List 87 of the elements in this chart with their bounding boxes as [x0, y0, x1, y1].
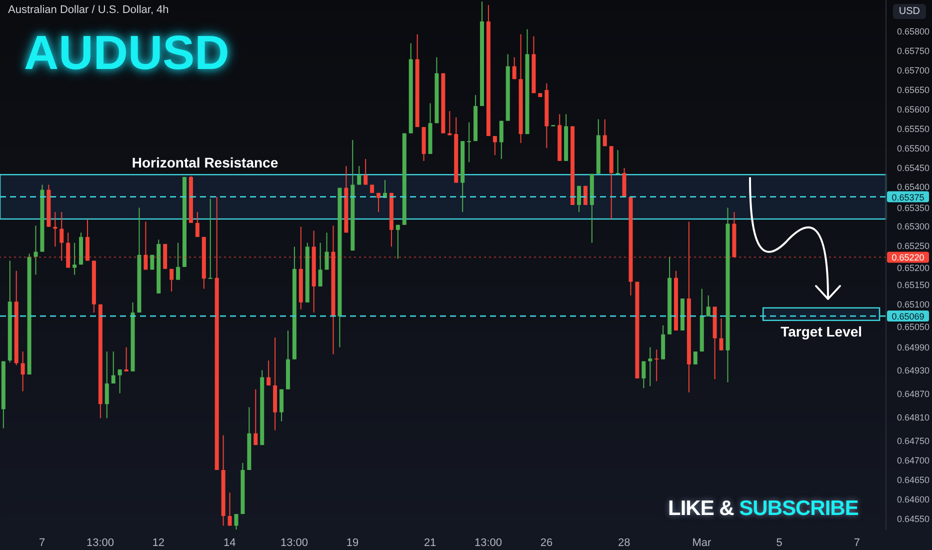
candlestick [318, 242, 322, 287]
candlestick [176, 242, 180, 280]
candlestick [124, 346, 128, 372]
y-tick-label: 0.65800 [897, 26, 930, 37]
y-tick-label: 0.65200 [897, 263, 930, 274]
candlestick [72, 242, 77, 276]
x-tick-label: Mar [692, 536, 712, 549]
candlestick [144, 221, 148, 270]
y-tick-label: 0.64650 [897, 474, 930, 485]
y-tick-label: 0.65050 [897, 322, 930, 332]
candlestick [693, 351, 698, 365]
candlestick [324, 232, 329, 270]
candlestick [104, 351, 109, 419]
candlestick [648, 346, 652, 387]
y-tick-label: 0.65100 [897, 299, 930, 310]
candlestick [719, 318, 724, 351]
candlestick [234, 514, 238, 530]
candlestick [195, 212, 200, 238]
candlestick [512, 56, 516, 80]
candlestick [467, 122, 472, 163]
y-tick-label: 0.65350 [897, 202, 930, 213]
candlestick [376, 192, 381, 212]
x-tick-label: 13:00 [86, 536, 114, 549]
candlestick [642, 360, 646, 389]
y-tick-label: 0.64700 [897, 455, 930, 466]
x-tick-label: 19 [346, 536, 359, 549]
candlestick [654, 349, 659, 382]
candlestick [357, 166, 362, 186]
x-tick-label: 12 [152, 536, 165, 549]
candlestick [228, 492, 232, 526]
y-tick-label: 0.64600 [897, 494, 930, 504]
y-tick-label: 0.65300 [897, 222, 930, 232]
y-tick-label: 0.65400 [897, 182, 930, 192]
candlestick [602, 118, 607, 147]
x-tick-label: 7 [38, 536, 46, 549]
candlestick [53, 212, 58, 248]
candlestick [622, 167, 626, 198]
y-tick-label: 0.64810 [897, 412, 930, 422]
y-axis-title: USD [892, 4, 926, 19]
text: AUDUSD [24, 27, 230, 80]
y-tick-label: 0.65250 [897, 241, 930, 252]
y-tick-label: 0.64750 [897, 436, 930, 446]
ref-line-label: 0.65220 [892, 252, 924, 263]
y-tick-label: 0.64990 [897, 342, 930, 352]
y-tick-label: 0.65450 [897, 163, 930, 174]
candlestick [364, 158, 368, 186]
x-tick-label: 14 [223, 536, 236, 549]
candlestick [60, 212, 64, 262]
x-tick-label: 5 [776, 536, 782, 549]
candlestick [208, 198, 212, 280]
candlestick [706, 294, 710, 317]
candlestick [254, 388, 258, 446]
candlestick [616, 150, 620, 174]
x-tick-label: 21 [424, 536, 436, 549]
y-tick-label: 0.65150 [897, 280, 930, 290]
y-tick-label: 0.65550 [897, 124, 930, 134]
y-tick-label: 0.65700 [897, 66, 930, 76]
y-tick-label: 0.65500 [897, 144, 930, 154]
x-tick-label: 13:00 [474, 536, 502, 549]
y-tick-label: 0.64870 [897, 389, 930, 400]
candlestick [34, 225, 38, 276]
y-tick-label: 0.64930 [897, 366, 930, 376]
candlestick [499, 120, 504, 160]
x-tick-label: 13:00 [280, 536, 308, 549]
ref-line-label: 0.65375 [892, 192, 924, 202]
candlestick [577, 185, 581, 212]
x-tick-label: 28 [618, 536, 630, 549]
candlestick [280, 388, 284, 422]
annotation: LIKE & SUBSCRIBE [668, 497, 858, 521]
candlestick [396, 224, 400, 260]
chart-subtitle: Australian Dollar / U.S. Dollar, 4h [8, 4, 169, 16]
y-tick-label: 0.65750 [897, 46, 930, 56]
candlestick [85, 219, 90, 262]
y-tick-label: 0.65650 [897, 85, 930, 96]
candlestick [20, 351, 25, 392]
y-tick-label: 0.65600 [897, 104, 930, 115]
x-tick-label: 26 [540, 536, 553, 549]
y-tick-label: 0.64550 [897, 514, 930, 524]
candlestick [170, 268, 174, 292]
ref-line-label: 0.65069 [892, 312, 924, 322]
candlestick [118, 368, 122, 394]
candlestick [111, 351, 116, 384]
x-tick-label: 7 [854, 536, 860, 549]
band-label: Target Level [780, 323, 862, 340]
candlestick [492, 136, 497, 156]
band-label: Horizontal Resistance [132, 154, 278, 171]
candlestick [266, 360, 271, 386]
